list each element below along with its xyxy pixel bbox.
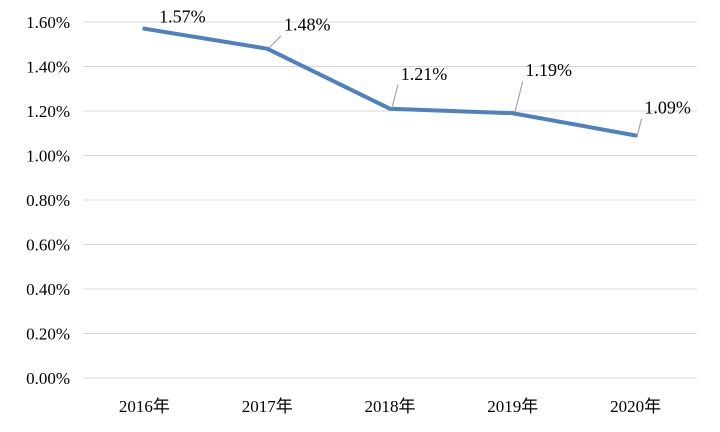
data-point [142, 26, 147, 31]
y-tick-label: 0.40% [26, 280, 70, 299]
y-tick-label: 0.00% [26, 369, 70, 388]
data-point [510, 111, 515, 116]
data-label-leader [268, 35, 282, 49]
y-tick-label: 1.00% [26, 147, 70, 166]
data-label-leader [391, 84, 399, 108]
data-point [388, 106, 392, 111]
x-tick-label: 2017年 [242, 397, 293, 416]
x-tick-label: 2020年 [610, 397, 661, 416]
data-label: 1.09% [644, 97, 691, 117]
x-tick-label: 2019年 [487, 397, 538, 416]
series-line [142, 26, 638, 138]
data-label: 1.48% [284, 15, 331, 35]
data-point [633, 133, 638, 138]
x-tick-label: 2018年 [365, 397, 416, 416]
data-label-leader [514, 81, 524, 113]
data-label: 1.57% [159, 7, 206, 27]
data-label: 1.19% [526, 60, 573, 80]
data-point [265, 46, 270, 51]
y-tick-label: 1.20% [26, 102, 70, 121]
y-tick-label: 0.60% [26, 236, 70, 255]
y-tick-label: 1.40% [26, 58, 70, 77]
y-tick-label: 0.80% [26, 191, 70, 210]
x-tick-label: 2016年 [119, 397, 170, 416]
data-label-leader [637, 118, 643, 135]
y-tick-label: 0.20% [26, 325, 70, 344]
y-tick-label: 1.60% [26, 13, 70, 32]
data-label: 1.21% [401, 64, 448, 84]
